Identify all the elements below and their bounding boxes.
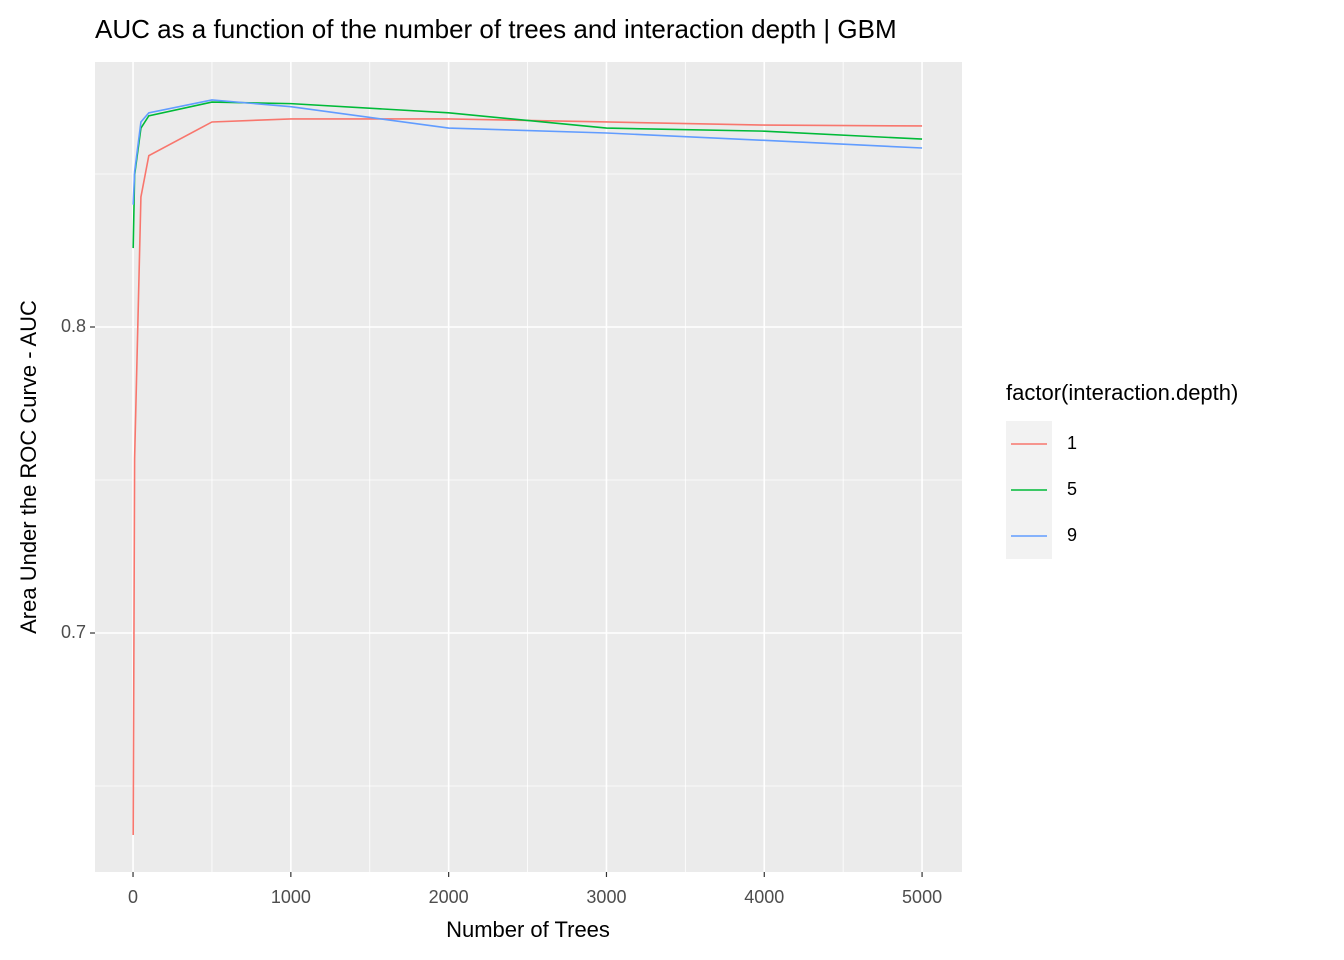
x-tick-label: 5000 — [902, 887, 942, 907]
series-line — [132, 118, 923, 835]
x-tick-label: 0 — [128, 887, 138, 907]
legend-label: 5 — [1067, 479, 1077, 499]
x-tick-label: 1000 — [271, 887, 311, 907]
x-tick-label: 3000 — [586, 887, 626, 907]
y-tick-label: 0.8 — [61, 316, 86, 336]
series-line — [132, 99, 923, 205]
chart-title: AUC as a function of the number of trees… — [95, 14, 897, 44]
panel — [95, 62, 962, 872]
legend-title: factor(interaction.depth) — [1006, 380, 1238, 405]
legend-label: 9 — [1067, 525, 1077, 545]
x-tick-label: 2000 — [429, 887, 469, 907]
y-axis-label: Area Under the ROC Curve - AUC — [16, 300, 41, 634]
y-tick-label: 0.7 — [61, 622, 86, 642]
legend-label: 1 — [1067, 433, 1077, 453]
x-axis-label: Number of Trees — [446, 917, 610, 942]
x-tick-label: 4000 — [744, 887, 784, 907]
